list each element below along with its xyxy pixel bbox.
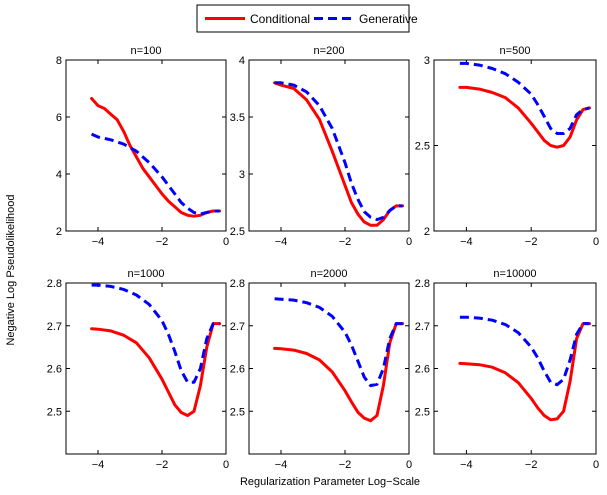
x-tick-label: −2 xyxy=(339,459,352,471)
legend-label-conditional: Conditional xyxy=(250,12,310,26)
x-tick-label: −4 xyxy=(460,236,473,248)
y-tick-label: 2.6 xyxy=(415,364,430,376)
x-tick-label: 0 xyxy=(593,459,599,471)
series-line-conditional xyxy=(273,322,405,423)
y-tick-label: 3 xyxy=(239,169,245,181)
subplot-title: n=10000 xyxy=(493,268,536,280)
y-axis-label: Negative Log Pseudolikelihood xyxy=(5,194,17,345)
x-tick-label: 0 xyxy=(406,459,412,471)
subplot-4: n=1000 −4 −2 0 2.5 2.6 2.7 2.8 xyxy=(47,268,229,471)
y-tick-label: 3.5 xyxy=(230,112,245,124)
series-line-generative xyxy=(90,132,220,216)
y-tick-label: 2.8 xyxy=(47,278,62,290)
y-tick-label: 2.6 xyxy=(47,364,62,376)
y-tick-label: 2.8 xyxy=(230,278,245,290)
series-line-conditional xyxy=(90,322,222,417)
x-tick-label: −4 xyxy=(92,236,105,248)
y-tick-label: 2 xyxy=(56,226,62,238)
x-tick-label: −2 xyxy=(525,459,538,471)
x-axis-label: Regularization Parameter Log−Scale xyxy=(240,476,420,488)
x-tick-label: 0 xyxy=(223,459,229,471)
axes-frame xyxy=(248,282,410,455)
y-tick-label: 2.5 xyxy=(415,406,430,418)
legend-label-generative: Generative xyxy=(359,12,418,26)
subplot-3: n=500 −4 −2 0 2 2.5 3 xyxy=(415,45,599,248)
subplot-title: n=2000 xyxy=(310,268,347,280)
series-line-conditional xyxy=(458,85,591,149)
subplot-2: n=200 −4 −2 0 2.5 3 3.5 4 xyxy=(230,45,412,248)
subplot-title: n=200 xyxy=(314,45,345,57)
legend: Conditional Generative xyxy=(196,4,418,33)
y-tick-label: 6 xyxy=(56,112,62,124)
x-tick-label: −4 xyxy=(92,459,105,471)
x-tick-label: 0 xyxy=(223,236,229,248)
x-tick-label: −4 xyxy=(275,459,288,471)
x-tick-label: −2 xyxy=(339,236,352,248)
y-tick-label: 2.5 xyxy=(47,406,62,418)
y-tick-label: 2.7 xyxy=(230,321,245,333)
y-tick-label: 2.8 xyxy=(415,278,430,290)
series-line-generative xyxy=(459,61,590,135)
subplot-6: n=10000 −4 −2 0 2.5 2.6 2.7 2.8 xyxy=(415,268,599,471)
x-tick-label: −4 xyxy=(275,236,288,248)
y-tick-label: 2.5 xyxy=(230,406,245,418)
axes-frame xyxy=(433,282,597,455)
x-tick-label: −4 xyxy=(460,459,473,471)
y-tick-label: 2 xyxy=(424,226,430,238)
axes-frame xyxy=(248,59,410,232)
x-tick-label: −2 xyxy=(156,236,169,248)
y-tick-label: 8 xyxy=(56,55,62,67)
axes-frame xyxy=(65,59,227,232)
series-line-generative xyxy=(274,81,403,222)
series-line-conditional xyxy=(273,81,405,227)
subplot-title: n=100 xyxy=(131,45,162,57)
y-tick-label: 4 xyxy=(239,55,245,67)
x-tick-label: 0 xyxy=(406,236,412,248)
axes-frame xyxy=(65,282,227,455)
series-line-generative xyxy=(274,297,403,388)
x-tick-label: −2 xyxy=(525,236,538,248)
series-line-conditional xyxy=(90,97,222,218)
series-line-generative xyxy=(91,283,220,384)
y-tick-label: 2.7 xyxy=(47,321,62,333)
x-tick-label: −2 xyxy=(156,459,169,471)
subplot-title: n=1000 xyxy=(127,268,164,280)
y-tick-label: 3 xyxy=(424,55,430,67)
y-tick-label: 2.5 xyxy=(230,226,245,238)
subplot-5: n=2000 −4 −2 0 2.5 2.6 2.7 2.8 xyxy=(230,268,412,471)
subplot-1: n=100 −4 −2 0 2 4 6 8 xyxy=(56,45,229,248)
x-tick-label: 0 xyxy=(593,236,599,248)
series-line-conditional xyxy=(458,322,591,422)
y-tick-label: 2.6 xyxy=(230,364,245,376)
axes-frame xyxy=(433,59,597,232)
series-line-generative xyxy=(459,315,590,387)
y-tick-label: 2.7 xyxy=(415,321,430,333)
y-tick-label: 2.5 xyxy=(415,141,430,153)
subplot-title: n=500 xyxy=(500,45,531,57)
y-tick-label: 4 xyxy=(56,169,62,181)
